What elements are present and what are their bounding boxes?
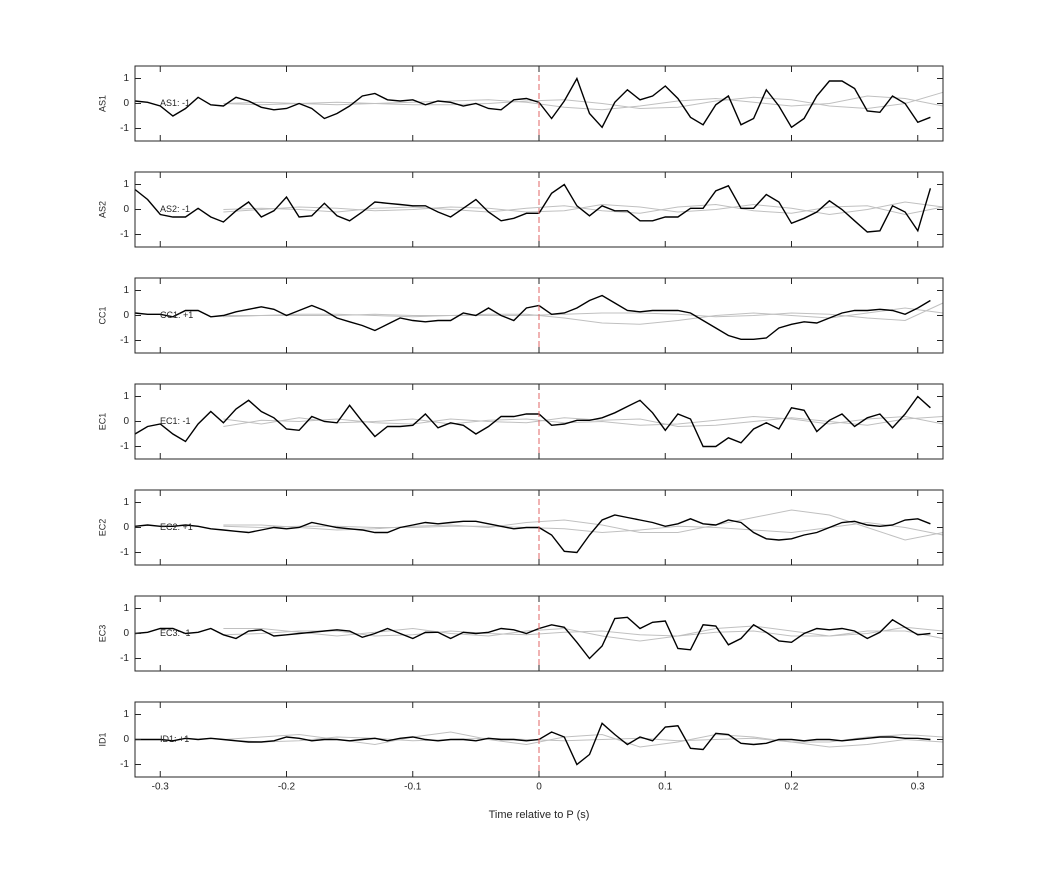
x-tick-label: 0.3 (911, 782, 925, 793)
y-axis-label: AS1 (97, 95, 107, 112)
trace (223, 201, 944, 216)
y-tick-label: -1 (120, 335, 129, 346)
channel-annotation: EC3: -1 (160, 628, 191, 638)
y-tick-label: 0 (123, 628, 129, 639)
channel-annotation: CC1: +1 (160, 310, 193, 320)
y-tick-label: -1 (120, 653, 129, 664)
channel-annotation: EC1: -1 (160, 416, 191, 426)
y-tick-label: 0 (123, 98, 129, 109)
trace (223, 736, 944, 748)
y-tick-label: 1 (123, 179, 129, 190)
trace (134, 395, 931, 448)
y-tick-label: 0 (123, 416, 129, 427)
trace (223, 509, 944, 541)
y-axis-label: EC2 (97, 519, 107, 537)
y-tick-label: 1 (123, 285, 129, 296)
trace (223, 415, 944, 426)
trace (223, 625, 944, 642)
trace (134, 616, 931, 660)
trace (223, 91, 944, 110)
y-tick-label: -1 (120, 441, 129, 452)
y-tick-label: 0 (123, 734, 129, 745)
trace (134, 76, 931, 129)
channel-annotation: AS2: -1 (160, 204, 190, 214)
trace (223, 416, 944, 428)
trace (223, 521, 944, 536)
x-tick-label: 0.2 (785, 782, 799, 793)
trace (134, 183, 932, 233)
x-tick-label: 0 (536, 782, 542, 793)
trace (134, 514, 931, 554)
y-tick-label: -1 (120, 547, 129, 558)
y-tick-label: 0 (123, 310, 129, 321)
y-tick-label: 1 (123, 497, 129, 508)
x-tick-label: -0.1 (404, 782, 422, 793)
x-tick-label: 0.1 (658, 782, 672, 793)
y-axis-label: EC1 (97, 413, 107, 431)
trace (134, 294, 931, 340)
trace (223, 203, 944, 216)
y-tick-label: 0 (123, 522, 129, 533)
channel-annotation: ID1: +1 (160, 734, 189, 744)
x-axis-label: Time relative to P (s) (489, 809, 590, 821)
trace (223, 302, 944, 322)
y-tick-label: -1 (120, 759, 129, 770)
x-tick-label: -0.3 (152, 782, 170, 793)
y-tick-label: 1 (123, 73, 129, 84)
trace (223, 95, 944, 111)
y-tick-label: 1 (123, 603, 129, 614)
x-tick-label: -0.2 (278, 782, 296, 793)
y-axis-label: ID1 (97, 732, 107, 746)
trace (135, 722, 931, 766)
y-axis-label: AS2 (97, 201, 107, 218)
y-axis-label: CC1 (97, 306, 107, 324)
trace (223, 630, 944, 639)
trace (223, 307, 944, 325)
y-tick-label: 1 (123, 709, 129, 720)
y-tick-label: -1 (120, 123, 129, 134)
channel-annotation: AS1: -1 (160, 98, 190, 108)
channel-annotation: EC2: +1 (160, 522, 193, 532)
y-axis-label: EC3 (97, 625, 107, 643)
y-tick-label: -1 (120, 229, 129, 240)
y-tick-label: 0 (123, 204, 129, 215)
y-tick-label: 1 (123, 391, 129, 402)
